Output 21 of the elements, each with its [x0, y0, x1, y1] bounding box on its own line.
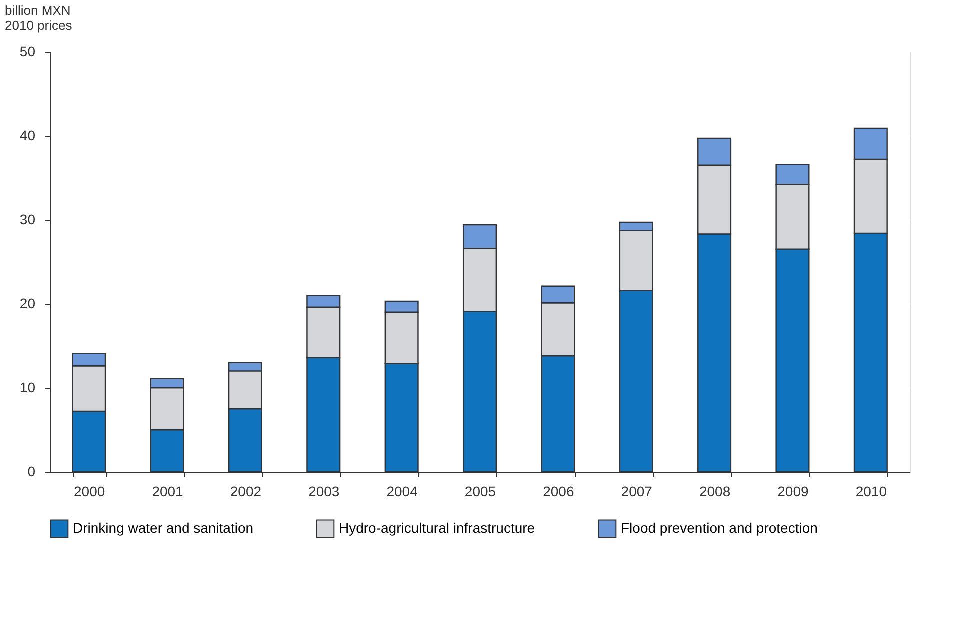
x-tick-label: 2010 [856, 484, 888, 500]
x-tick-label: 2001 [152, 484, 184, 500]
x-tick-label: 2009 [778, 484, 810, 500]
legend-label: Hydro-agricultural infrastructure [339, 520, 536, 536]
x-tick-label: 2003 [308, 484, 340, 500]
y-axis-title: billion MXN 2010 prices [5, 3, 73, 33]
legend-label: Drinking water and sanitation [73, 520, 254, 536]
y-tick-label: 10 [20, 380, 36, 396]
legend-label: Flood prevention and protection [621, 520, 818, 536]
x-tick-label: 2005 [464, 484, 496, 500]
x-tick-label: 2004 [386, 484, 418, 500]
x-tick-label: 2000 [74, 484, 106, 500]
y-tick-label: 0 [28, 464, 36, 480]
x-tick-label: 2007 [621, 484, 653, 500]
x-tick-label: 2008 [699, 484, 731, 500]
y-tick-label: 40 [20, 128, 36, 144]
x-tick-label: 2002 [230, 484, 262, 500]
x-tick-label: 2006 [543, 484, 574, 500]
y-tick-label: 30 [20, 212, 36, 228]
y-tick-label: 50 [20, 44, 36, 60]
y-tick-label: 20 [20, 296, 36, 312]
